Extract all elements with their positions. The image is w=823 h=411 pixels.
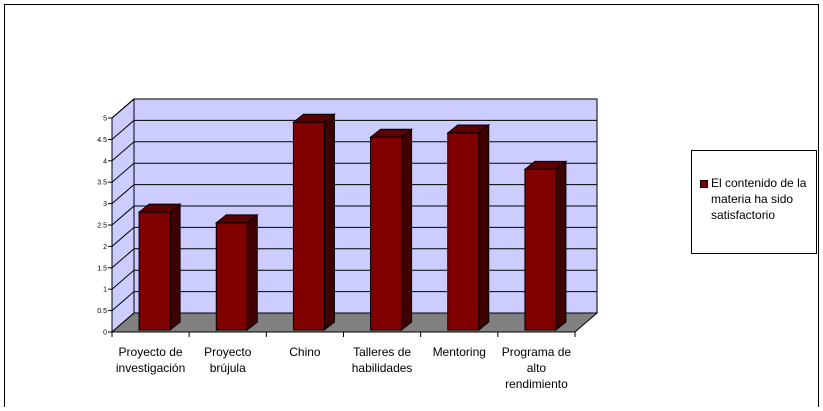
bars (137, 113, 568, 332)
gridline (111, 248, 597, 269)
y-tick-label: 2 (103, 244, 107, 251)
bar-side (323, 113, 335, 332)
bar-front (447, 132, 480, 331)
y-tick-label: 2.5 (97, 223, 107, 230)
y-tick-label: 1.5 (97, 265, 107, 272)
bar-side (169, 203, 181, 332)
bar (291, 113, 336, 332)
gridlines (111, 98, 597, 311)
y-tick-label: 3 (103, 201, 107, 208)
y-tick-label: 4 (103, 158, 107, 165)
chart-walls (110, 97, 599, 334)
gridline (111, 226, 597, 247)
bar (137, 203, 182, 332)
x-category-label: Talleres de habilidades (352, 345, 413, 375)
y-tick-label: 1 (103, 287, 107, 294)
bar (214, 213, 259, 332)
gridline (111, 269, 597, 290)
bar (523, 160, 568, 332)
gridline (111, 98, 597, 119)
y-tick-label: 5 (103, 116, 107, 123)
x-category-label: Mentoring (433, 345, 486, 359)
chart-frame (4, 4, 819, 407)
gridline (111, 119, 597, 140)
x-category-label: Proyecto brújula (204, 345, 252, 375)
bar (369, 128, 414, 332)
bar-side (401, 128, 413, 332)
legend: El contenido de la materia ha sido satis… (691, 150, 817, 254)
bar-front (138, 211, 171, 331)
gridline (111, 291, 597, 311)
gridline (111, 184, 597, 204)
bar-side (478, 123, 490, 332)
y-tick-label: 0 (103, 330, 107, 337)
gridline (111, 205, 597, 226)
bar-front (292, 121, 325, 331)
bar-front (215, 222, 248, 331)
bar (446, 123, 491, 332)
bar-side (246, 213, 258, 332)
gridline (111, 162, 597, 183)
x-category-label: Chino (289, 345, 321, 359)
legend-label: El contenido de la materia ha sido satis… (711, 176, 807, 222)
legend-swatch (700, 180, 708, 188)
floor (110, 312, 599, 333)
bar-front (370, 136, 403, 331)
x-axis-labels: Proyecto de investigación Proyecto brújula C… (111, 332, 576, 391)
y-tick-label: 3.5 (97, 180, 107, 187)
gridline (111, 141, 597, 162)
bar-side (555, 160, 567, 332)
bar-front (524, 168, 557, 331)
y-tick-label: 0.5 (97, 308, 107, 315)
x-category-label: Programa de alto rendimiento (502, 345, 572, 391)
y-tick-label: 4.5 (97, 137, 107, 144)
x-category-label: Proyecto de investigación (116, 345, 185, 375)
